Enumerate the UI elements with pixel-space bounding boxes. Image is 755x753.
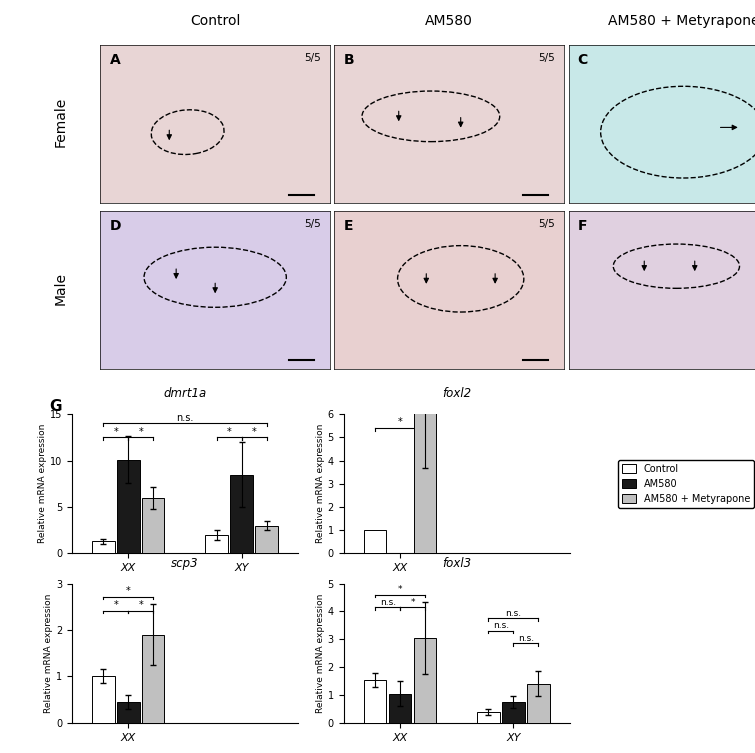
Text: F: F	[578, 219, 587, 233]
Bar	[142, 635, 165, 723]
Text: A: A	[109, 53, 120, 67]
Bar	[389, 694, 411, 723]
Bar	[255, 526, 278, 553]
Bar	[477, 712, 500, 723]
Text: *: *	[226, 427, 232, 437]
Text: 5/5: 5/5	[304, 53, 321, 63]
Text: *: *	[411, 597, 414, 606]
Text: G: G	[49, 399, 62, 414]
Text: C: C	[578, 53, 588, 67]
Text: *: *	[126, 586, 131, 596]
Text: 5/5: 5/5	[304, 219, 321, 229]
Text: *: *	[398, 585, 402, 594]
Bar	[117, 702, 140, 723]
Bar	[92, 541, 115, 553]
Title: dmrt1a: dmrt1a	[163, 388, 207, 401]
Bar	[364, 680, 387, 723]
Text: n.s.: n.s.	[380, 597, 396, 606]
Text: *: *	[251, 427, 257, 437]
Y-axis label: Relative mRNA expression: Relative mRNA expression	[38, 424, 47, 544]
Text: n.s.: n.s.	[518, 634, 534, 643]
Bar	[205, 535, 228, 553]
Text: AM580 + Metyrapone: AM580 + Metyrapone	[608, 14, 755, 28]
Text: *: *	[398, 417, 402, 428]
Title: foxl2: foxl2	[442, 388, 471, 401]
Bar	[230, 474, 253, 553]
Text: *: *	[113, 427, 119, 437]
Legend: Control, AM580, AM580 + Metyrapone: Control, AM580, AM580 + Metyrapone	[618, 460, 753, 508]
Text: *: *	[138, 427, 143, 437]
Text: Female: Female	[54, 97, 67, 148]
Text: Control: Control	[190, 14, 240, 28]
Bar	[502, 702, 525, 723]
Text: n.s.: n.s.	[493, 621, 509, 630]
Title: foxl3: foxl3	[442, 557, 471, 570]
Text: Male: Male	[54, 272, 67, 304]
Bar	[414, 410, 436, 553]
Bar	[142, 498, 165, 553]
Bar	[117, 459, 140, 553]
Y-axis label: Relative mRNA expression: Relative mRNA expression	[44, 593, 53, 713]
Y-axis label: Relative mRNA expression: Relative mRNA expression	[316, 593, 325, 713]
Bar	[92, 676, 115, 723]
Text: n.s.: n.s.	[176, 413, 194, 422]
Title: scp3: scp3	[171, 557, 199, 570]
Text: B: B	[344, 53, 354, 67]
Text: AM580: AM580	[425, 14, 473, 28]
Text: n.s.: n.s.	[505, 608, 522, 617]
Bar	[527, 684, 550, 723]
Text: D: D	[109, 219, 121, 233]
Text: E: E	[344, 219, 353, 233]
Bar	[414, 638, 436, 723]
Text: 5/5: 5/5	[538, 219, 555, 229]
Y-axis label: Relative mRNA expression: Relative mRNA expression	[316, 424, 325, 544]
Bar	[364, 530, 387, 553]
Text: 5/5: 5/5	[538, 53, 555, 63]
Text: *: *	[113, 599, 119, 610]
Text: *: *	[138, 599, 143, 610]
